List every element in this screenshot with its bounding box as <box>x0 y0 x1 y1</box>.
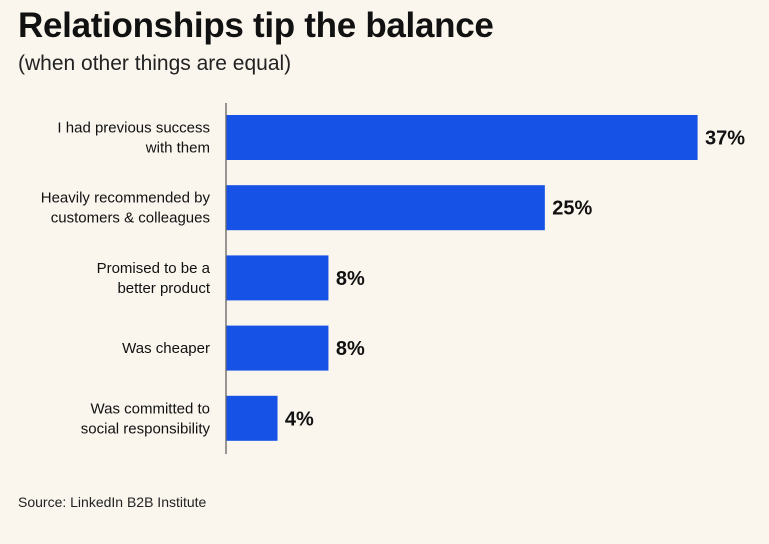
chart-subtitle: (when other things are equal) <box>18 52 292 75</box>
category-label: Heavily recommended by customers & collea… <box>41 190 211 227</box>
category-label: Promised to be a better product <box>97 260 211 297</box>
data-label: 4% <box>285 408 314 430</box>
bar <box>226 255 329 301</box>
bar <box>226 115 698 160</box>
data-label: 25% <box>552 198 592 220</box>
data-label: 8% <box>336 338 365 360</box>
category-label: Was committed to social responsibility <box>81 400 211 437</box>
bar <box>226 185 545 231</box>
bar <box>226 325 329 371</box>
category-label: Was cheaper <box>122 340 210 357</box>
chart-title: Relationships tip the balance <box>18 6 494 45</box>
data-label: 37% <box>705 128 745 150</box>
category-label: I had previous success with them <box>57 120 210 157</box>
data-label: 8% <box>336 268 365 290</box>
source-note: Source: LinkedIn B2B Institute <box>18 494 207 510</box>
bar <box>226 395 278 441</box>
